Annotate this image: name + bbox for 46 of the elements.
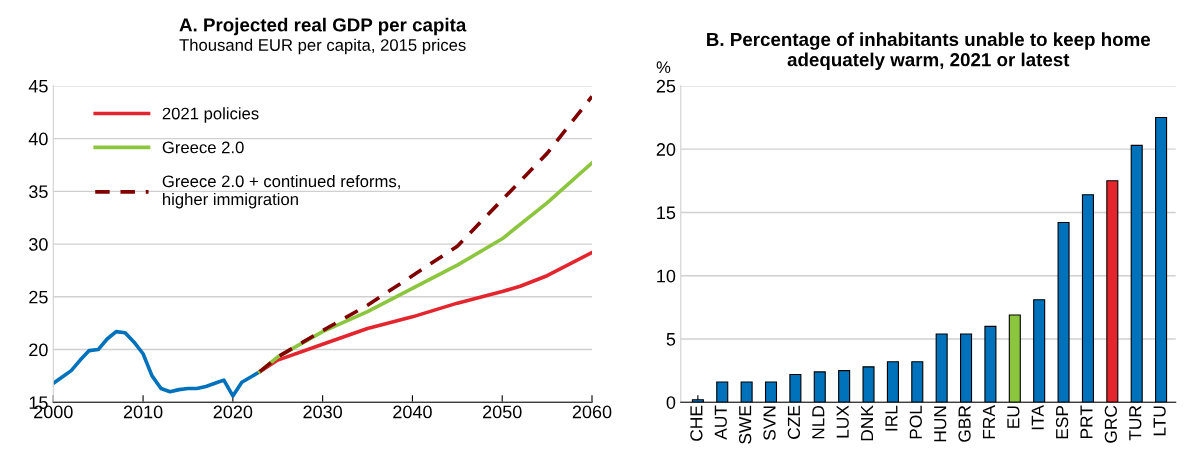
- legend-label: Greece 2.0: [162, 141, 244, 154]
- y-tick-label: 20: [29, 343, 48, 357]
- x-tick-label: 2060: [572, 405, 612, 419]
- y-tick-label: 0: [666, 396, 676, 409]
- x-tick-label: AUT: [714, 405, 727, 440]
- x-tick-label: ESP: [1055, 405, 1069, 439]
- x-tick-label: PRT: [1080, 405, 1093, 439]
- x-tick-label: TUR: [1129, 405, 1142, 441]
- x-tick-label: LUX: [836, 405, 849, 438]
- y-tick-label: 30: [29, 238, 48, 251]
- y-tick-label: 5: [666, 333, 676, 346]
- y-tick-label: 15: [657, 206, 676, 220]
- x-tick-label: EU: [1007, 406, 1020, 428]
- x-tick-label: SVN: [763, 406, 776, 440]
- y-tick-label: 35: [29, 185, 48, 199]
- x-tick-label: SWE: [738, 405, 752, 444]
- line-series: [53, 329, 262, 398]
- chart-subtitle: Thousand EUR per capita, 2015 prices: [179, 38, 466, 55]
- y-tick-label: 40: [28, 132, 48, 146]
- x-tick-label: 2010: [123, 405, 163, 419]
- x-tick-label: CZE: [787, 405, 801, 439]
- y-tick-label: 25: [656, 79, 676, 93]
- y-tick-label: 25: [29, 290, 48, 304]
- x-tick-label: LTU: [1153, 406, 1166, 436]
- y-tick-label: 10: [657, 269, 676, 283]
- x-tick-label: DNK: [861, 405, 874, 441]
- x-tick-label: FRA: [982, 405, 995, 439]
- x-tick-label: GBR: [958, 405, 971, 442]
- x-tick-label: ITA: [1031, 405, 1044, 430]
- y-tick-label: 45: [28, 80, 48, 93]
- x-tick-label: GRC: [1104, 405, 1117, 443]
- x-tick-label: NLD: [812, 405, 825, 439]
- x-tick-label: 2030: [303, 405, 343, 419]
- y-axis-title: %: [656, 61, 671, 74]
- x-tick-label: 2050: [483, 405, 522, 419]
- x-tick-label: CHE: [690, 405, 703, 441]
- x-tick-label: 2020: [213, 405, 253, 419]
- y-tick-label: 20: [656, 143, 676, 156]
- legend-label: Greece 2.0 + continued reforms, higher immigration: [162, 174, 400, 209]
- x-tick-label: IRL: [885, 405, 898, 431]
- legend-label: 2021 policies: [162, 107, 259, 123]
- x-tick-label: HUN: [934, 406, 947, 442]
- x-tick-label: POL: [909, 405, 922, 439]
- x-tick-label: 2040: [393, 405, 432, 419]
- chart-title: A. Projected real GDP per capita: [179, 17, 467, 36]
- chart-title: B. Percentage of inhabitants unable to keep home adequately warm, 2021 or latest: [707, 32, 1151, 71]
